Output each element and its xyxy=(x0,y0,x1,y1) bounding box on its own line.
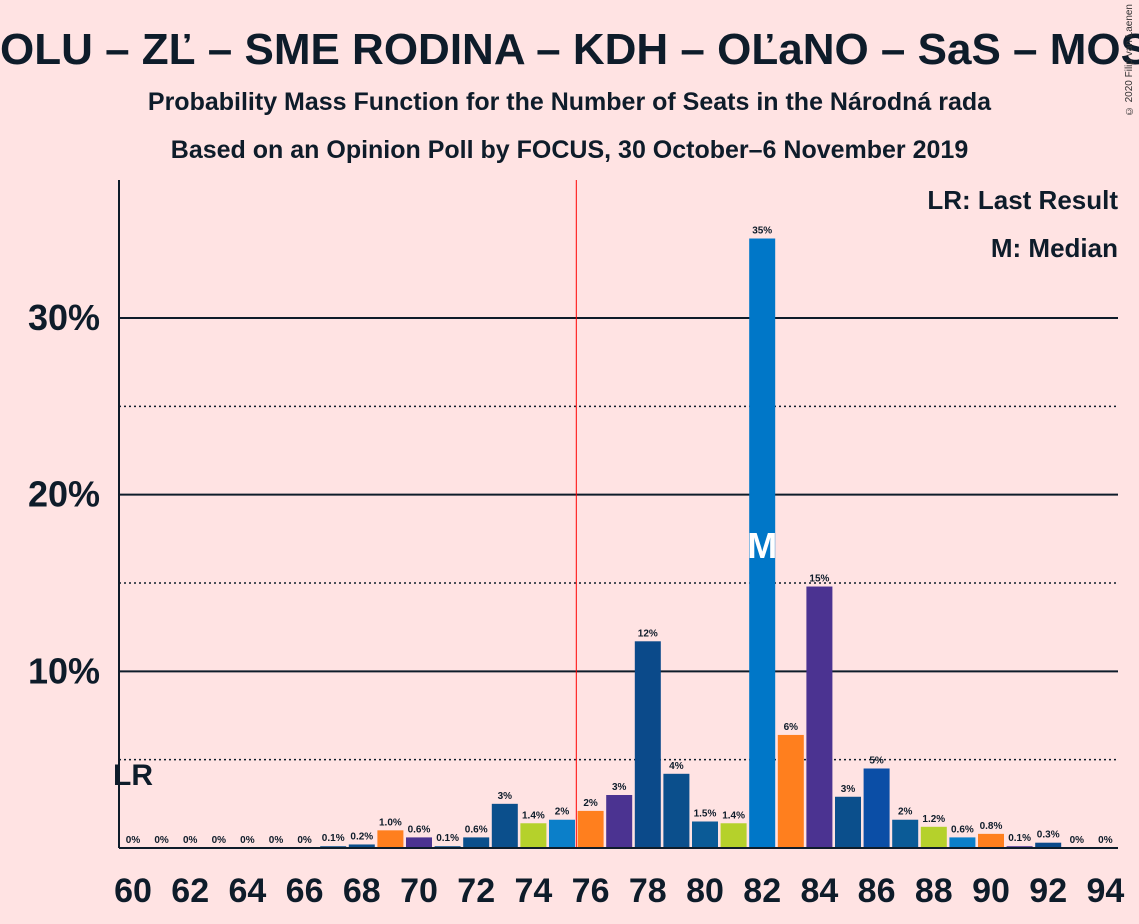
bar-72 xyxy=(463,837,490,848)
bar-value-label: 3% xyxy=(612,782,627,793)
bar-value-label: 0.6% xyxy=(408,824,431,835)
bar-value-label: 1.0% xyxy=(379,817,402,828)
bar-value-label: 0% xyxy=(269,835,284,846)
bar-90 xyxy=(978,833,1004,848)
bar-value-label: 1.4% xyxy=(522,810,545,821)
x-tick-label: 72 xyxy=(457,872,495,910)
bar-86 xyxy=(863,768,890,848)
x-tick-label: 84 xyxy=(800,872,838,910)
chart-subtitle: Probability Mass Function for the Number… xyxy=(147,88,992,116)
x-tick-label: 60 xyxy=(114,872,152,910)
y-tick-label: 20% xyxy=(28,474,100,515)
legend-median: M: Median xyxy=(991,233,1118,263)
x-tick-label: 74 xyxy=(514,872,552,910)
bar-value-label: 0.2% xyxy=(350,831,373,842)
axes: 10% 20% 30% 60 62 64 66 68 70 72 74 76 78 80 82 84 86 88 9… xyxy=(28,180,1124,910)
bar-79 xyxy=(663,773,690,848)
bar-value-label: 0% xyxy=(126,835,141,846)
bar-87 xyxy=(892,819,919,848)
bar-value-label: 0.3% xyxy=(1037,830,1060,841)
bar-78 xyxy=(634,641,661,848)
y-tick-label: 10% xyxy=(28,650,100,691)
bar-70 xyxy=(406,837,432,848)
x-tick-label: 68 xyxy=(343,872,381,910)
bar-value-label: 3% xyxy=(498,791,513,802)
x-tick-label: 90 xyxy=(972,872,1010,910)
bar-81 xyxy=(720,823,747,848)
bar-value-label: 3% xyxy=(841,784,856,795)
y-tick-label: 30% xyxy=(28,297,100,338)
x-tick-label: 92 xyxy=(1029,872,1067,910)
bar-84 xyxy=(806,586,833,848)
bar-68 xyxy=(348,844,375,848)
bar-80 xyxy=(692,821,718,848)
bar-value-label: 2% xyxy=(583,798,598,809)
bar-value-label: 0.8% xyxy=(980,821,1003,832)
bar-74 xyxy=(520,823,547,848)
legend-last-result: LR: Last Result xyxy=(927,185,1118,215)
x-tick-label: 70 xyxy=(400,872,438,910)
x-tick-label: 80 xyxy=(686,872,724,910)
bar-value-label: 0.1% xyxy=(436,833,459,844)
x-tick-label: 64 xyxy=(228,872,266,910)
bar-value-label: 0% xyxy=(297,835,312,846)
bar-92 xyxy=(1035,842,1062,848)
bar-value-label: 0% xyxy=(183,835,198,846)
chart-title: OLU – ZĽ – SME RODINA – KDH – OĽaNO – Sa… xyxy=(0,25,1139,74)
bar-value-label: 5% xyxy=(869,756,884,767)
x-tick-label: 86 xyxy=(858,872,896,910)
bar-82 xyxy=(749,238,776,848)
x-tick-label: 76 xyxy=(572,872,610,910)
bar-value-label: 1.4% xyxy=(722,810,745,821)
bar-value-label: 2% xyxy=(898,807,913,818)
bar-value-label: 1.2% xyxy=(922,814,945,825)
bar-88 xyxy=(920,826,947,848)
bar-73 xyxy=(491,803,518,848)
bar-value-label: 15% xyxy=(809,574,829,585)
x-tick-label: 82 xyxy=(743,872,781,910)
bar-76 xyxy=(577,810,604,848)
bar-89 xyxy=(949,837,976,848)
bar-value-label: 6% xyxy=(784,722,799,733)
bar-value-label: 4% xyxy=(669,761,684,772)
bar-69 xyxy=(377,830,404,848)
bar-value-label: 35% xyxy=(752,226,772,237)
bar-value-label: 0% xyxy=(154,835,169,846)
gridlines xyxy=(119,317,1118,761)
bar-85 xyxy=(835,796,861,848)
bar-value-label: 0.6% xyxy=(465,824,488,835)
x-tick-label: 94 xyxy=(1086,872,1124,910)
bar-value-label: 1.5% xyxy=(694,809,717,820)
bar-value-label: 0% xyxy=(240,835,255,846)
x-tick-label: 66 xyxy=(286,872,324,910)
bar-value-label: 0% xyxy=(1098,835,1113,846)
chart-subtitle-source: Based on an Opinion Poll by FOCUS, 30 Oc… xyxy=(170,136,969,164)
bars: 0% 0% 0% 0% 0% 0% 0% 0.1% 0.2% 1.0% 0.6% 0.1% 0.6% 3%… xyxy=(113,180,1113,848)
bar-75 xyxy=(549,819,575,848)
bar-value-label: 2% xyxy=(555,807,570,818)
bar-value-label: 12% xyxy=(638,628,658,639)
bar-value-label: 0.1% xyxy=(1008,833,1031,844)
bar-value-label: 0% xyxy=(1070,835,1085,846)
bar-value-label: 0.1% xyxy=(322,833,345,844)
bar-83 xyxy=(777,734,804,848)
bar-77 xyxy=(606,795,633,848)
x-tick-label: 62 xyxy=(171,872,209,910)
x-tick-label: 88 xyxy=(915,872,953,910)
bar-value-label: 0% xyxy=(212,835,227,846)
x-tick-label: 78 xyxy=(629,872,667,910)
median-marker: M xyxy=(747,525,777,566)
bar-value-label: 0.6% xyxy=(951,824,974,835)
